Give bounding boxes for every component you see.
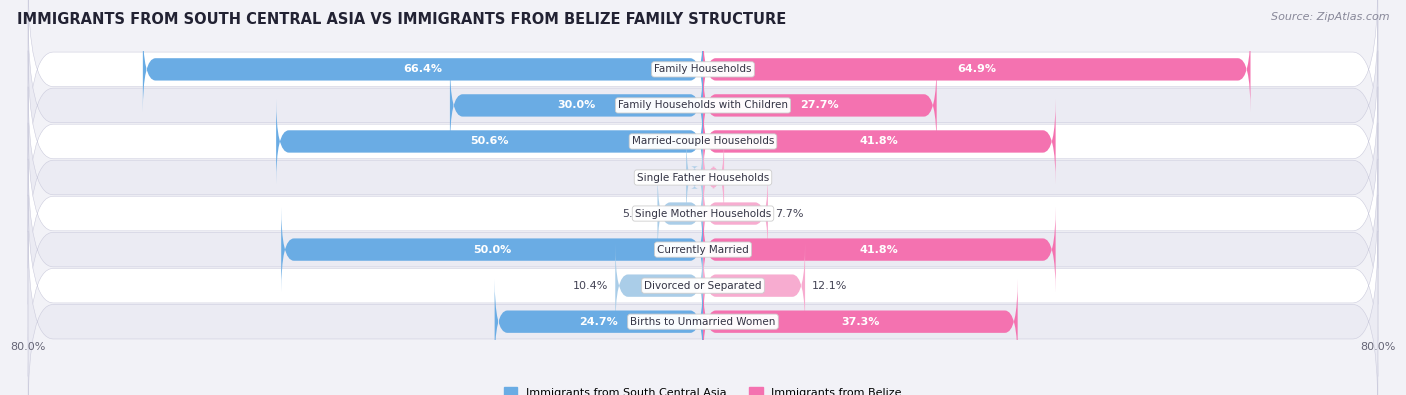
FancyBboxPatch shape xyxy=(28,87,1378,268)
Legend: Immigrants from South Central Asia, Immigrants from Belize: Immigrants from South Central Asia, Immi… xyxy=(505,387,901,395)
Text: Single Father Households: Single Father Households xyxy=(637,173,769,182)
FancyBboxPatch shape xyxy=(703,207,1056,292)
Text: 66.4%: 66.4% xyxy=(404,64,443,74)
Text: 5.4%: 5.4% xyxy=(623,209,651,218)
Text: 10.4%: 10.4% xyxy=(574,280,609,291)
FancyBboxPatch shape xyxy=(28,231,1378,395)
FancyBboxPatch shape xyxy=(276,99,703,184)
Text: 50.0%: 50.0% xyxy=(472,245,512,255)
Text: Divorced or Separated: Divorced or Separated xyxy=(644,280,762,291)
Text: 12.1%: 12.1% xyxy=(811,280,848,291)
Text: 64.9%: 64.9% xyxy=(957,64,997,74)
FancyBboxPatch shape xyxy=(28,123,1378,305)
Text: 41.8%: 41.8% xyxy=(860,136,898,147)
FancyBboxPatch shape xyxy=(143,26,703,112)
Text: Source: ZipAtlas.com: Source: ZipAtlas.com xyxy=(1271,12,1389,22)
FancyBboxPatch shape xyxy=(658,171,703,256)
Text: 41.8%: 41.8% xyxy=(860,245,898,255)
Text: Currently Married: Currently Married xyxy=(657,245,749,255)
Text: 24.7%: 24.7% xyxy=(579,317,619,327)
FancyBboxPatch shape xyxy=(616,243,703,329)
Text: 37.3%: 37.3% xyxy=(841,317,880,327)
Text: Married-couple Households: Married-couple Households xyxy=(631,136,775,147)
Text: Family Households: Family Households xyxy=(654,64,752,74)
Text: 50.6%: 50.6% xyxy=(471,136,509,147)
FancyBboxPatch shape xyxy=(28,15,1378,196)
FancyBboxPatch shape xyxy=(703,135,724,220)
Text: 30.0%: 30.0% xyxy=(557,100,596,111)
FancyBboxPatch shape xyxy=(281,207,703,292)
FancyBboxPatch shape xyxy=(28,51,1378,232)
FancyBboxPatch shape xyxy=(703,62,936,148)
FancyBboxPatch shape xyxy=(703,279,1018,365)
Text: 7.7%: 7.7% xyxy=(775,209,803,218)
FancyBboxPatch shape xyxy=(28,159,1378,340)
FancyBboxPatch shape xyxy=(703,26,1250,112)
Text: 2.0%: 2.0% xyxy=(651,173,679,182)
FancyBboxPatch shape xyxy=(450,62,703,148)
Text: Single Mother Households: Single Mother Households xyxy=(636,209,770,218)
FancyBboxPatch shape xyxy=(28,0,1378,160)
Text: 2.5%: 2.5% xyxy=(731,173,759,182)
FancyBboxPatch shape xyxy=(495,279,703,365)
Text: Births to Unmarried Women: Births to Unmarried Women xyxy=(630,317,776,327)
FancyBboxPatch shape xyxy=(686,135,703,220)
Text: Family Households with Children: Family Households with Children xyxy=(619,100,787,111)
Text: 27.7%: 27.7% xyxy=(800,100,839,111)
FancyBboxPatch shape xyxy=(703,99,1056,184)
Text: IMMIGRANTS FROM SOUTH CENTRAL ASIA VS IMMIGRANTS FROM BELIZE FAMILY STRUCTURE: IMMIGRANTS FROM SOUTH CENTRAL ASIA VS IM… xyxy=(17,12,786,27)
FancyBboxPatch shape xyxy=(28,195,1378,376)
FancyBboxPatch shape xyxy=(703,171,768,256)
FancyBboxPatch shape xyxy=(703,243,806,329)
